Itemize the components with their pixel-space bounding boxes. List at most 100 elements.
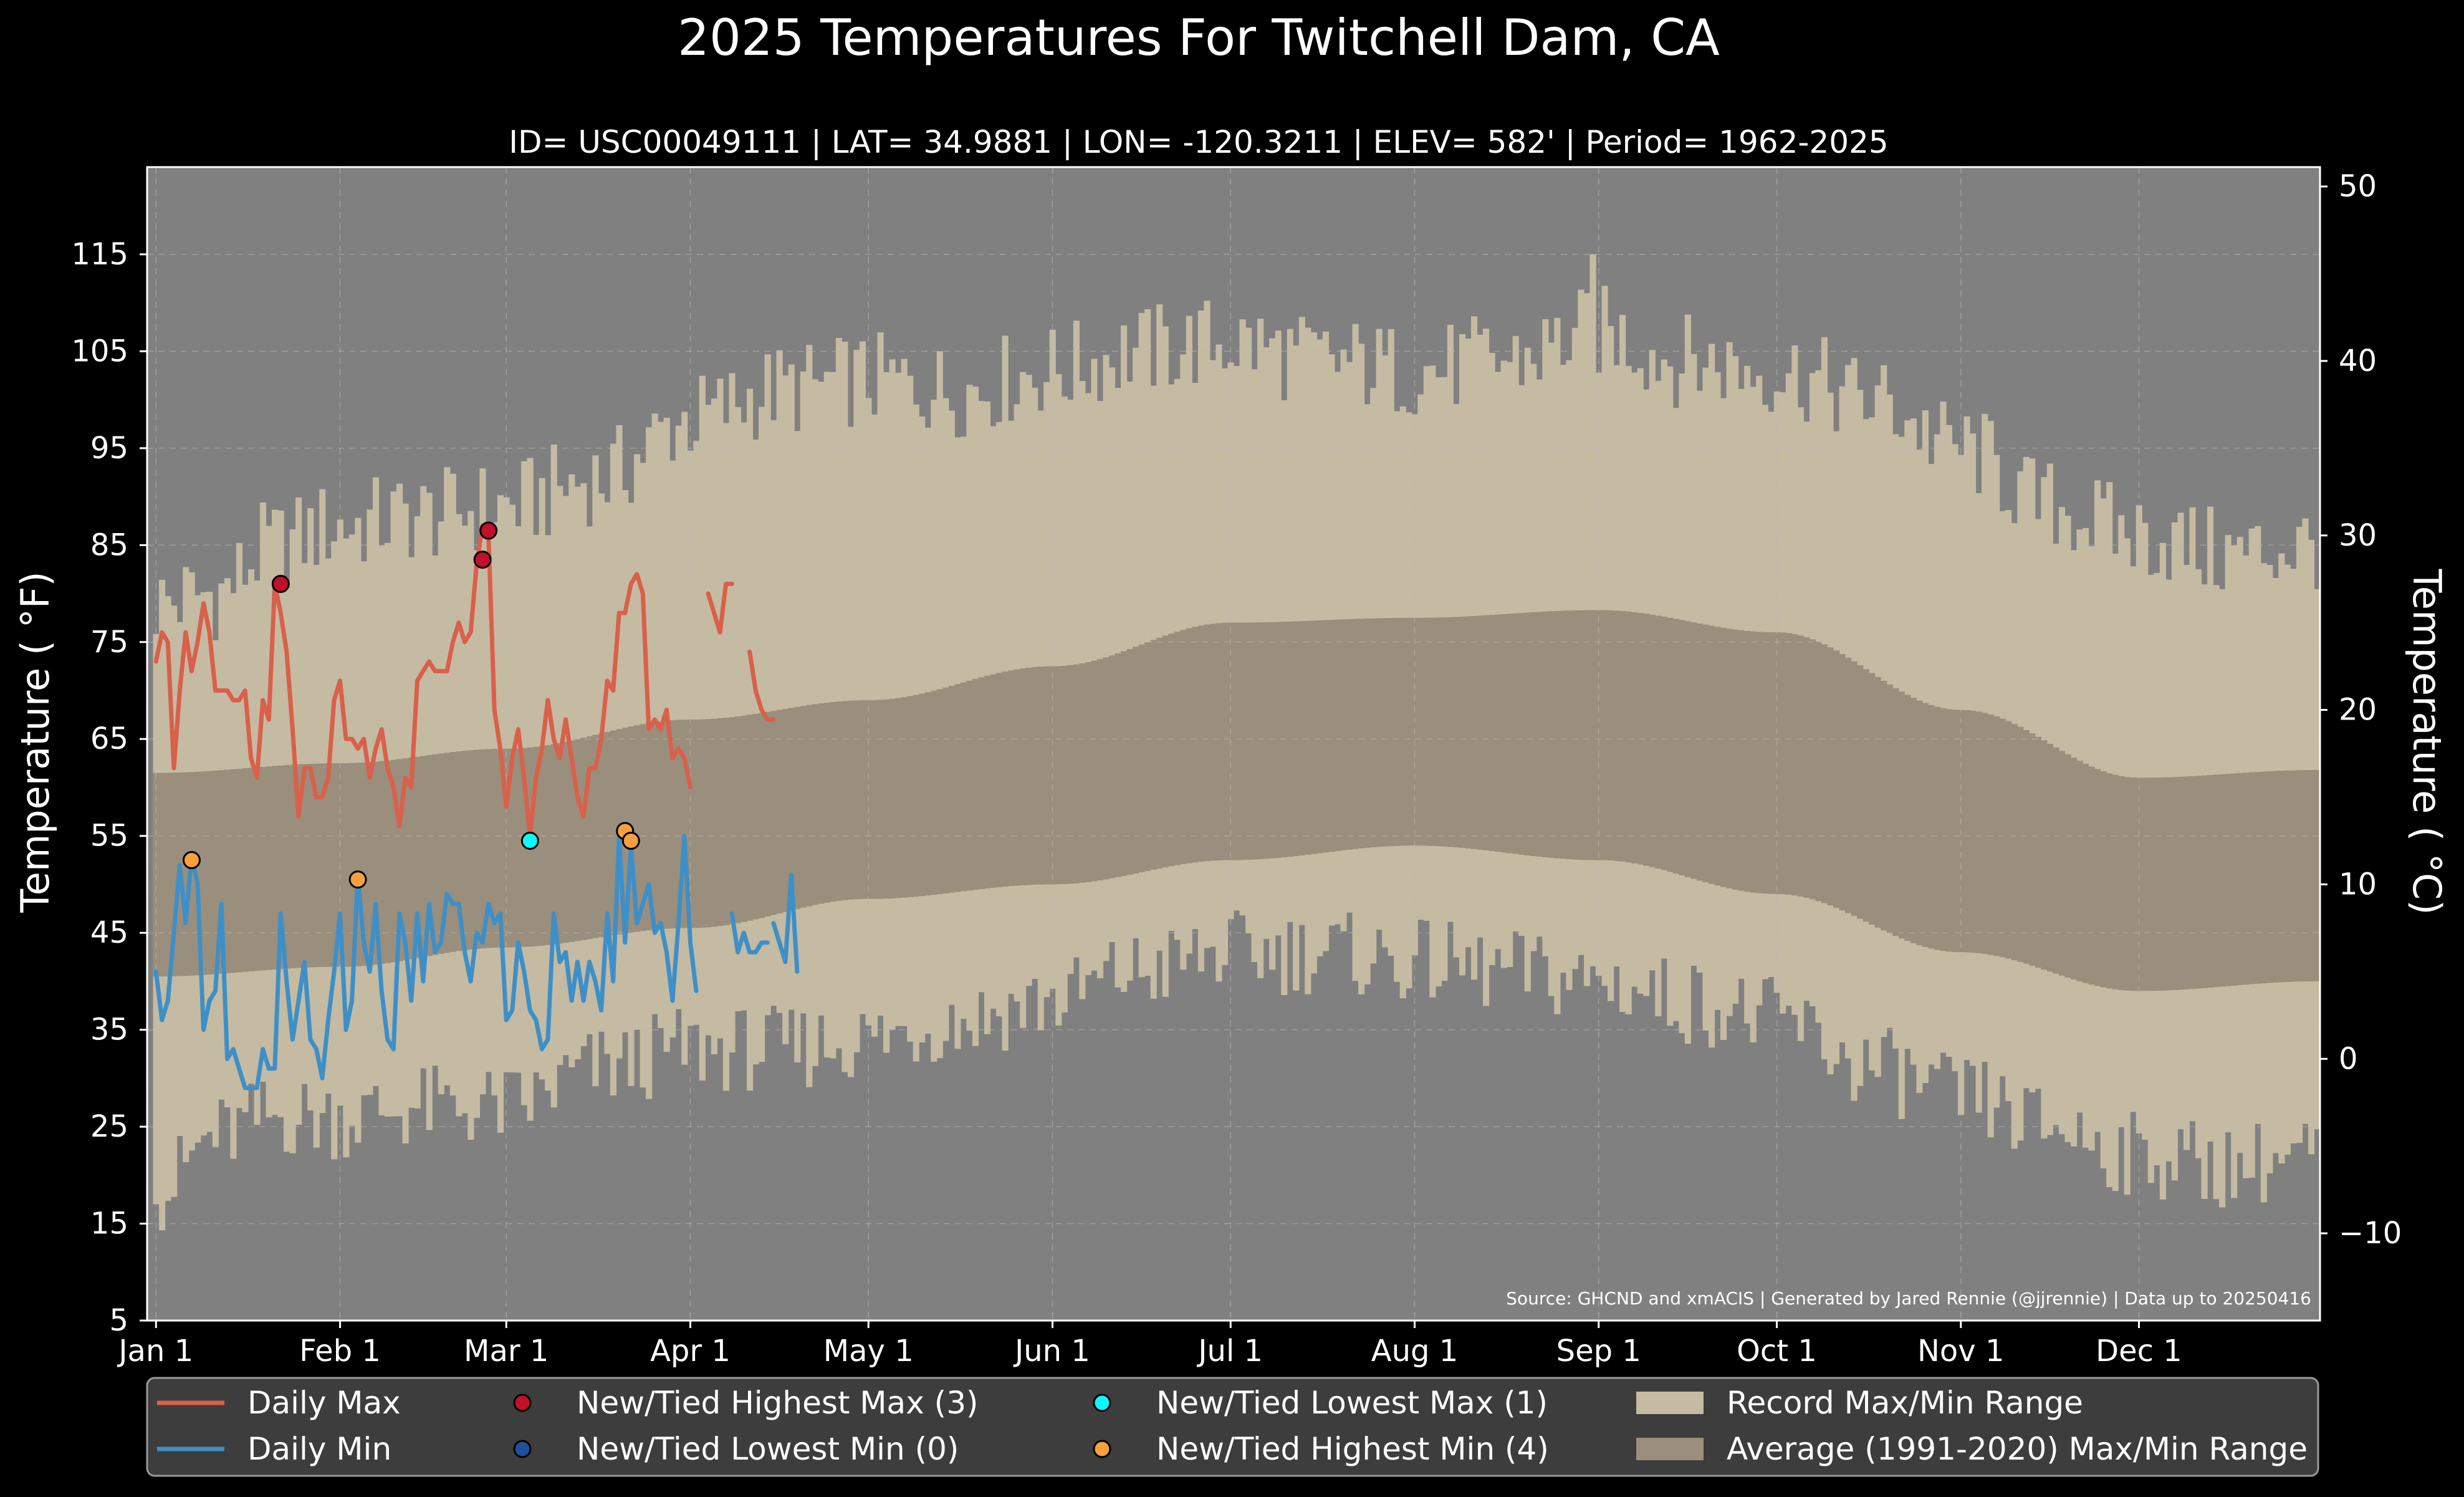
average-range-bar bbox=[1548, 611, 1555, 858]
average-range-bar bbox=[1904, 695, 1911, 941]
average-range-bar bbox=[705, 719, 712, 928]
plot-area: Source: GHCND and xmACIS | Generated by … bbox=[146, 166, 2321, 1322]
average-range-bar bbox=[1399, 617, 1406, 846]
record-range-bar bbox=[818, 382, 825, 1016]
average-range-bar bbox=[1726, 628, 1733, 888]
average-range-bar bbox=[1150, 640, 1157, 870]
average-range-bar bbox=[485, 749, 492, 948]
average-range-bar bbox=[1174, 632, 1181, 865]
average-range-bar bbox=[2005, 721, 2012, 959]
average-range-bar bbox=[1851, 661, 1858, 916]
average-range-bar bbox=[348, 763, 355, 967]
average-range-bar bbox=[1756, 632, 1763, 893]
average-range-bar bbox=[491, 749, 498, 948]
average-range-bar bbox=[954, 684, 961, 892]
average-range-bar bbox=[1447, 617, 1454, 847]
average-range-bar bbox=[1708, 625, 1715, 884]
plot-border bbox=[146, 166, 2321, 1322]
highest-max-marker bbox=[473, 551, 492, 569]
average-range-bar bbox=[2171, 777, 2179, 990]
average-range-bar bbox=[272, 766, 279, 970]
average-range-bar bbox=[456, 751, 463, 951]
average-range-bar bbox=[871, 700, 878, 899]
average-range-bar bbox=[1269, 622, 1276, 859]
average-range-bar bbox=[1085, 662, 1092, 882]
average-range-bar bbox=[2106, 773, 2113, 989]
average-range-bar bbox=[550, 744, 557, 945]
record-range-bar bbox=[717, 378, 724, 1039]
average-range-bar bbox=[301, 764, 308, 968]
average-range-bar bbox=[1025, 667, 1032, 885]
average-range-bar bbox=[2136, 777, 2142, 991]
average-range-bar bbox=[343, 763, 350, 967]
average-range-bar bbox=[800, 706, 807, 908]
average-range-bar bbox=[1156, 637, 1163, 869]
x-tick-label: May 1 bbox=[823, 1334, 914, 1369]
average-range-bar bbox=[1316, 620, 1323, 854]
average-range-bar bbox=[675, 720, 682, 928]
average-range-bar bbox=[467, 750, 474, 950]
average-range-bar bbox=[426, 755, 433, 956]
average-range-bar bbox=[1732, 629, 1739, 890]
average-range-bar bbox=[1209, 623, 1217, 861]
average-range-bar bbox=[2100, 771, 2107, 988]
daily-min-line bbox=[153, 834, 699, 1090]
average-range-bar bbox=[562, 741, 569, 943]
record-range-bar bbox=[901, 359, 908, 1026]
average-range-bar bbox=[936, 689, 943, 895]
average-range-bar bbox=[1667, 617, 1674, 872]
average-range-bar bbox=[1589, 610, 1596, 860]
average-range-bar bbox=[734, 716, 742, 923]
average-range-bar bbox=[1839, 654, 1846, 911]
average-range-bar bbox=[1144, 642, 1151, 871]
average-range-bar bbox=[2231, 773, 2238, 986]
average-range-bar bbox=[2296, 770, 2303, 982]
y-tick-label-right: 20 bbox=[2339, 693, 2377, 728]
average-range-bar bbox=[812, 704, 818, 905]
average-range-bar bbox=[1133, 647, 1139, 874]
average-range-bar bbox=[651, 722, 658, 930]
average-range-bar bbox=[604, 731, 611, 936]
average-range-bar bbox=[782, 708, 789, 912]
average-range-bar bbox=[1952, 710, 1958, 953]
average-range-bar bbox=[1785, 633, 1792, 895]
average-range-bar bbox=[1459, 616, 1466, 848]
y-tick-label: 115 bbox=[71, 237, 128, 272]
average-range-bar bbox=[2248, 772, 2255, 984]
average-range-bar bbox=[1596, 610, 1603, 860]
average-range-bar bbox=[266, 766, 272, 970]
average-range-bar bbox=[853, 700, 860, 900]
average-range-bar bbox=[1465, 616, 1472, 849]
average-range-bar bbox=[1103, 657, 1110, 880]
average-range-bar bbox=[2243, 773, 2250, 985]
average-range-bar bbox=[165, 773, 171, 976]
average-range-bar bbox=[699, 719, 706, 928]
highest-max-marker bbox=[271, 574, 290, 593]
average-range-bar bbox=[901, 697, 908, 898]
average-range-bar bbox=[1815, 642, 1822, 902]
average-range-bar bbox=[1328, 620, 1335, 852]
average-range-bar bbox=[284, 765, 290, 969]
average-range-bar bbox=[242, 768, 249, 972]
daily-max-line bbox=[706, 582, 734, 635]
average-range-bar bbox=[212, 770, 219, 975]
record-range-bar bbox=[859, 341, 866, 1014]
average-range-bar bbox=[693, 720, 700, 928]
average-range-bar bbox=[378, 761, 385, 965]
x-axis-ticks: Jan 1 Feb 1 Mar 1 Apr 1 May 1 Jun 1 Jul 1 Aug 1… bbox=[117, 1321, 2182, 1369]
average-range-bar bbox=[414, 756, 421, 958]
y-tick-label-right: 30 bbox=[2339, 518, 2377, 553]
record-range-bar bbox=[1133, 347, 1139, 938]
average-range-bar bbox=[1619, 611, 1626, 862]
y-axis-left-label: Temperature ( °F) bbox=[12, 571, 58, 913]
average-range-bar bbox=[1091, 660, 1098, 882]
average-range-bar bbox=[2165, 777, 2172, 991]
average-range-bar bbox=[830, 702, 837, 902]
average-range-bar bbox=[1138, 644, 1145, 872]
daily-min-line bbox=[729, 911, 770, 955]
average-range-bar bbox=[907, 696, 914, 897]
average-range-bar bbox=[1322, 620, 1329, 853]
average-range-bar bbox=[2083, 763, 2089, 983]
y-tick-label-right: 40 bbox=[2339, 344, 2377, 378]
average-range-bar bbox=[1934, 706, 1941, 950]
